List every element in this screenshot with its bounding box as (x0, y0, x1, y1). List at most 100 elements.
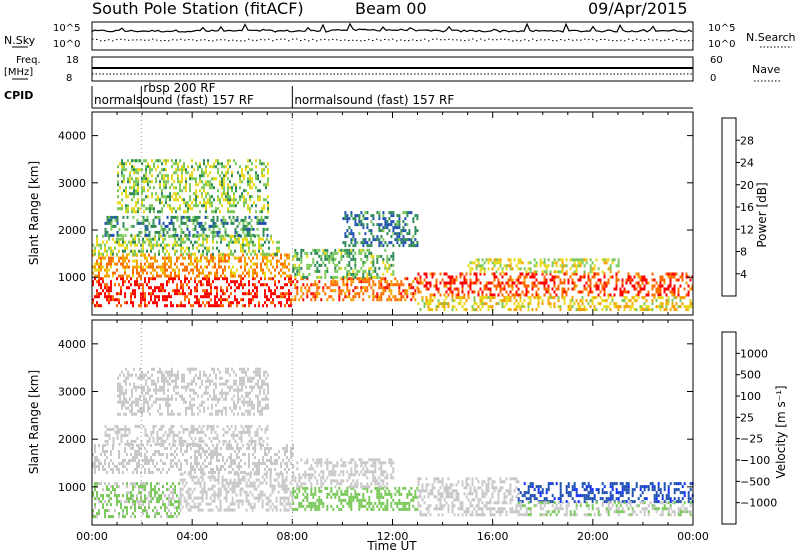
heatmap-cell (166, 268, 168, 272)
heatmap-cell (258, 246, 260, 250)
heatmap-cell (155, 198, 157, 202)
heatmap-cell (477, 290, 480, 294)
heatmap-cell (120, 503, 122, 507)
heatmap-cell (280, 292, 282, 296)
heatmap-cell (392, 251, 395, 255)
heatmap-cell (116, 215, 119, 219)
heatmap-cell (689, 278, 692, 282)
heatmap-cell (368, 283, 371, 287)
heatmap-cell (108, 433, 111, 437)
heatmap-cell (214, 301, 216, 305)
heatmap-cell (499, 281, 502, 285)
heatmap-cell (242, 298, 244, 302)
heatmap-cell (224, 259, 226, 263)
heatmap-cell (414, 226, 417, 230)
heatmap-cell (232, 468, 234, 471)
heatmap-cell (126, 462, 128, 465)
heatmap-cell (236, 218, 239, 222)
heatmap-cell (248, 283, 250, 287)
heatmap-cell (132, 304, 134, 308)
heatmap-cell (203, 484, 206, 488)
heatmap-cell (447, 305, 450, 309)
heatmap-cell (314, 269, 317, 273)
heatmap-cell (206, 295, 208, 299)
heatmap-cell (581, 299, 584, 303)
heatmap-cell (150, 494, 152, 498)
heatmap-cell (164, 259, 166, 263)
heatmap-cell (226, 442, 229, 446)
heatmap-cell (637, 281, 640, 285)
heatmap-cell (104, 444, 106, 447)
heatmap-cell (439, 281, 442, 285)
heatmap-cell (360, 289, 363, 293)
heatmap-cell (579, 258, 582, 262)
heatmap-cell (248, 243, 250, 247)
heatmap-cell (264, 221, 267, 225)
heatmap-cell (555, 287, 558, 291)
heatmap-cell (352, 289, 355, 293)
heatmap-cell (513, 302, 516, 306)
heatmap-cell (519, 275, 522, 279)
heatmap-cell (675, 278, 678, 282)
heatmap-cell (116, 252, 118, 256)
heatmap-cell (162, 249, 164, 253)
heatmap-cell (104, 439, 107, 443)
heatmap-cell (318, 292, 321, 296)
heatmap-cell (176, 465, 178, 468)
heatmap-cell (144, 447, 146, 450)
heatmap-cell (184, 221, 187, 225)
heatmap-cell (256, 292, 258, 296)
heatmap-cell (344, 251, 347, 255)
heatmap-cell (296, 280, 299, 284)
heatmap-cell (200, 439, 203, 443)
heatmap-cell (162, 298, 164, 302)
heatmap-cell (298, 298, 301, 302)
heatmap-cell (471, 261, 474, 265)
heatmap-cell (94, 459, 96, 462)
heatmap-cell (184, 450, 186, 453)
heatmap-cell (161, 162, 163, 166)
heatmap-cell (166, 215, 169, 219)
heatmap-cell (260, 265, 262, 269)
heatmap-cell (427, 287, 430, 291)
heatmap-cell (398, 292, 401, 296)
heatmap-cell (195, 198, 197, 202)
heatmap-cell (160, 286, 162, 290)
heatmap-cell (177, 198, 179, 202)
heatmap-cell (203, 171, 205, 175)
heatmap-cell (158, 512, 160, 516)
heatmap-cell (429, 296, 432, 300)
heatmap-cell (235, 481, 238, 485)
heatmap-cell (404, 289, 407, 293)
heatmap-cell (175, 186, 177, 190)
heatmap-cell (238, 256, 240, 260)
heatmap-cell (168, 295, 170, 299)
heatmap-cell (318, 280, 321, 284)
heatmap-cell (188, 253, 190, 257)
heatmap-cell (148, 500, 150, 504)
heatmap-cell (179, 207, 181, 211)
heatmap-cell (224, 277, 226, 281)
heatmap-cell (172, 488, 174, 492)
heatmap-cell (199, 508, 202, 512)
heatmap-cell (130, 497, 132, 501)
heatmap-cell (206, 289, 208, 293)
heatmap-cell (203, 183, 205, 187)
heatmap-cell (201, 204, 203, 208)
heatmap-cell (535, 296, 538, 300)
heatmap-cell (182, 246, 184, 250)
heatmap-cell (300, 248, 303, 252)
heatmap-cell (388, 286, 391, 290)
heatmap-cell (249, 505, 252, 509)
heatmap-cell (525, 293, 528, 297)
heatmap-cell (247, 177, 249, 181)
heatmap-cell (162, 500, 164, 504)
heatmap-cell (348, 269, 351, 273)
heatmap-cell (136, 262, 138, 266)
heatmap-cell (597, 267, 600, 271)
heatmap-cell (158, 274, 160, 278)
heatmap-cell (565, 264, 568, 268)
heatmap-cell (98, 465, 100, 468)
heatmap-cell (193, 481, 196, 485)
heatmap-cell (212, 246, 214, 250)
